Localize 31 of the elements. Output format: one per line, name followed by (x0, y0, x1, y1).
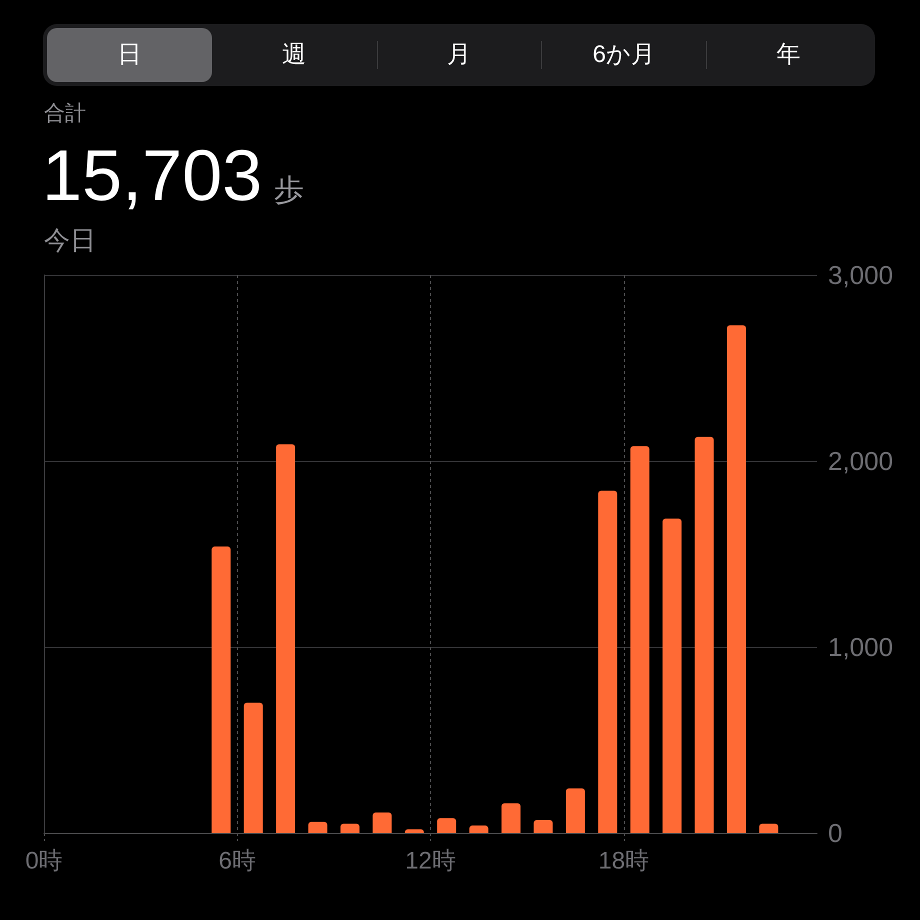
x-tick-label: 12時 (405, 848, 456, 874)
bar (662, 518, 682, 833)
y-tick-label: 3,000 (828, 260, 894, 290)
y-tick-label: 1,000 (828, 632, 894, 662)
y-tick-label: 0 (828, 818, 842, 848)
bar (598, 490, 618, 833)
bar (212, 546, 231, 833)
bar (404, 829, 424, 833)
bar (534, 820, 553, 833)
chart-subtitle: 今日 (44, 225, 96, 255)
chart-title: 15,703 歩 (42, 136, 304, 216)
x-tick-label: 0時 (25, 848, 63, 874)
x-tick-label: 18時 (598, 848, 650, 874)
bar (340, 824, 360, 833)
bar (308, 822, 328, 833)
selected-segment: 日 (47, 28, 212, 82)
bar (759, 824, 778, 833)
bar (372, 812, 392, 833)
bar (630, 446, 650, 833)
bar (566, 788, 585, 833)
bar (437, 818, 456, 833)
x-tick-label: 6時 (218, 848, 256, 874)
bar (469, 826, 488, 833)
bar (244, 702, 263, 833)
segmented-control: 日 週 月 6か月 年 (43, 24, 875, 86)
text: 合計 (44, 102, 86, 125)
y-tick-label: 2,000 (828, 446, 894, 476)
bar (726, 325, 746, 833)
bar (502, 803, 521, 833)
bar (276, 444, 296, 833)
bar (694, 436, 714, 833)
